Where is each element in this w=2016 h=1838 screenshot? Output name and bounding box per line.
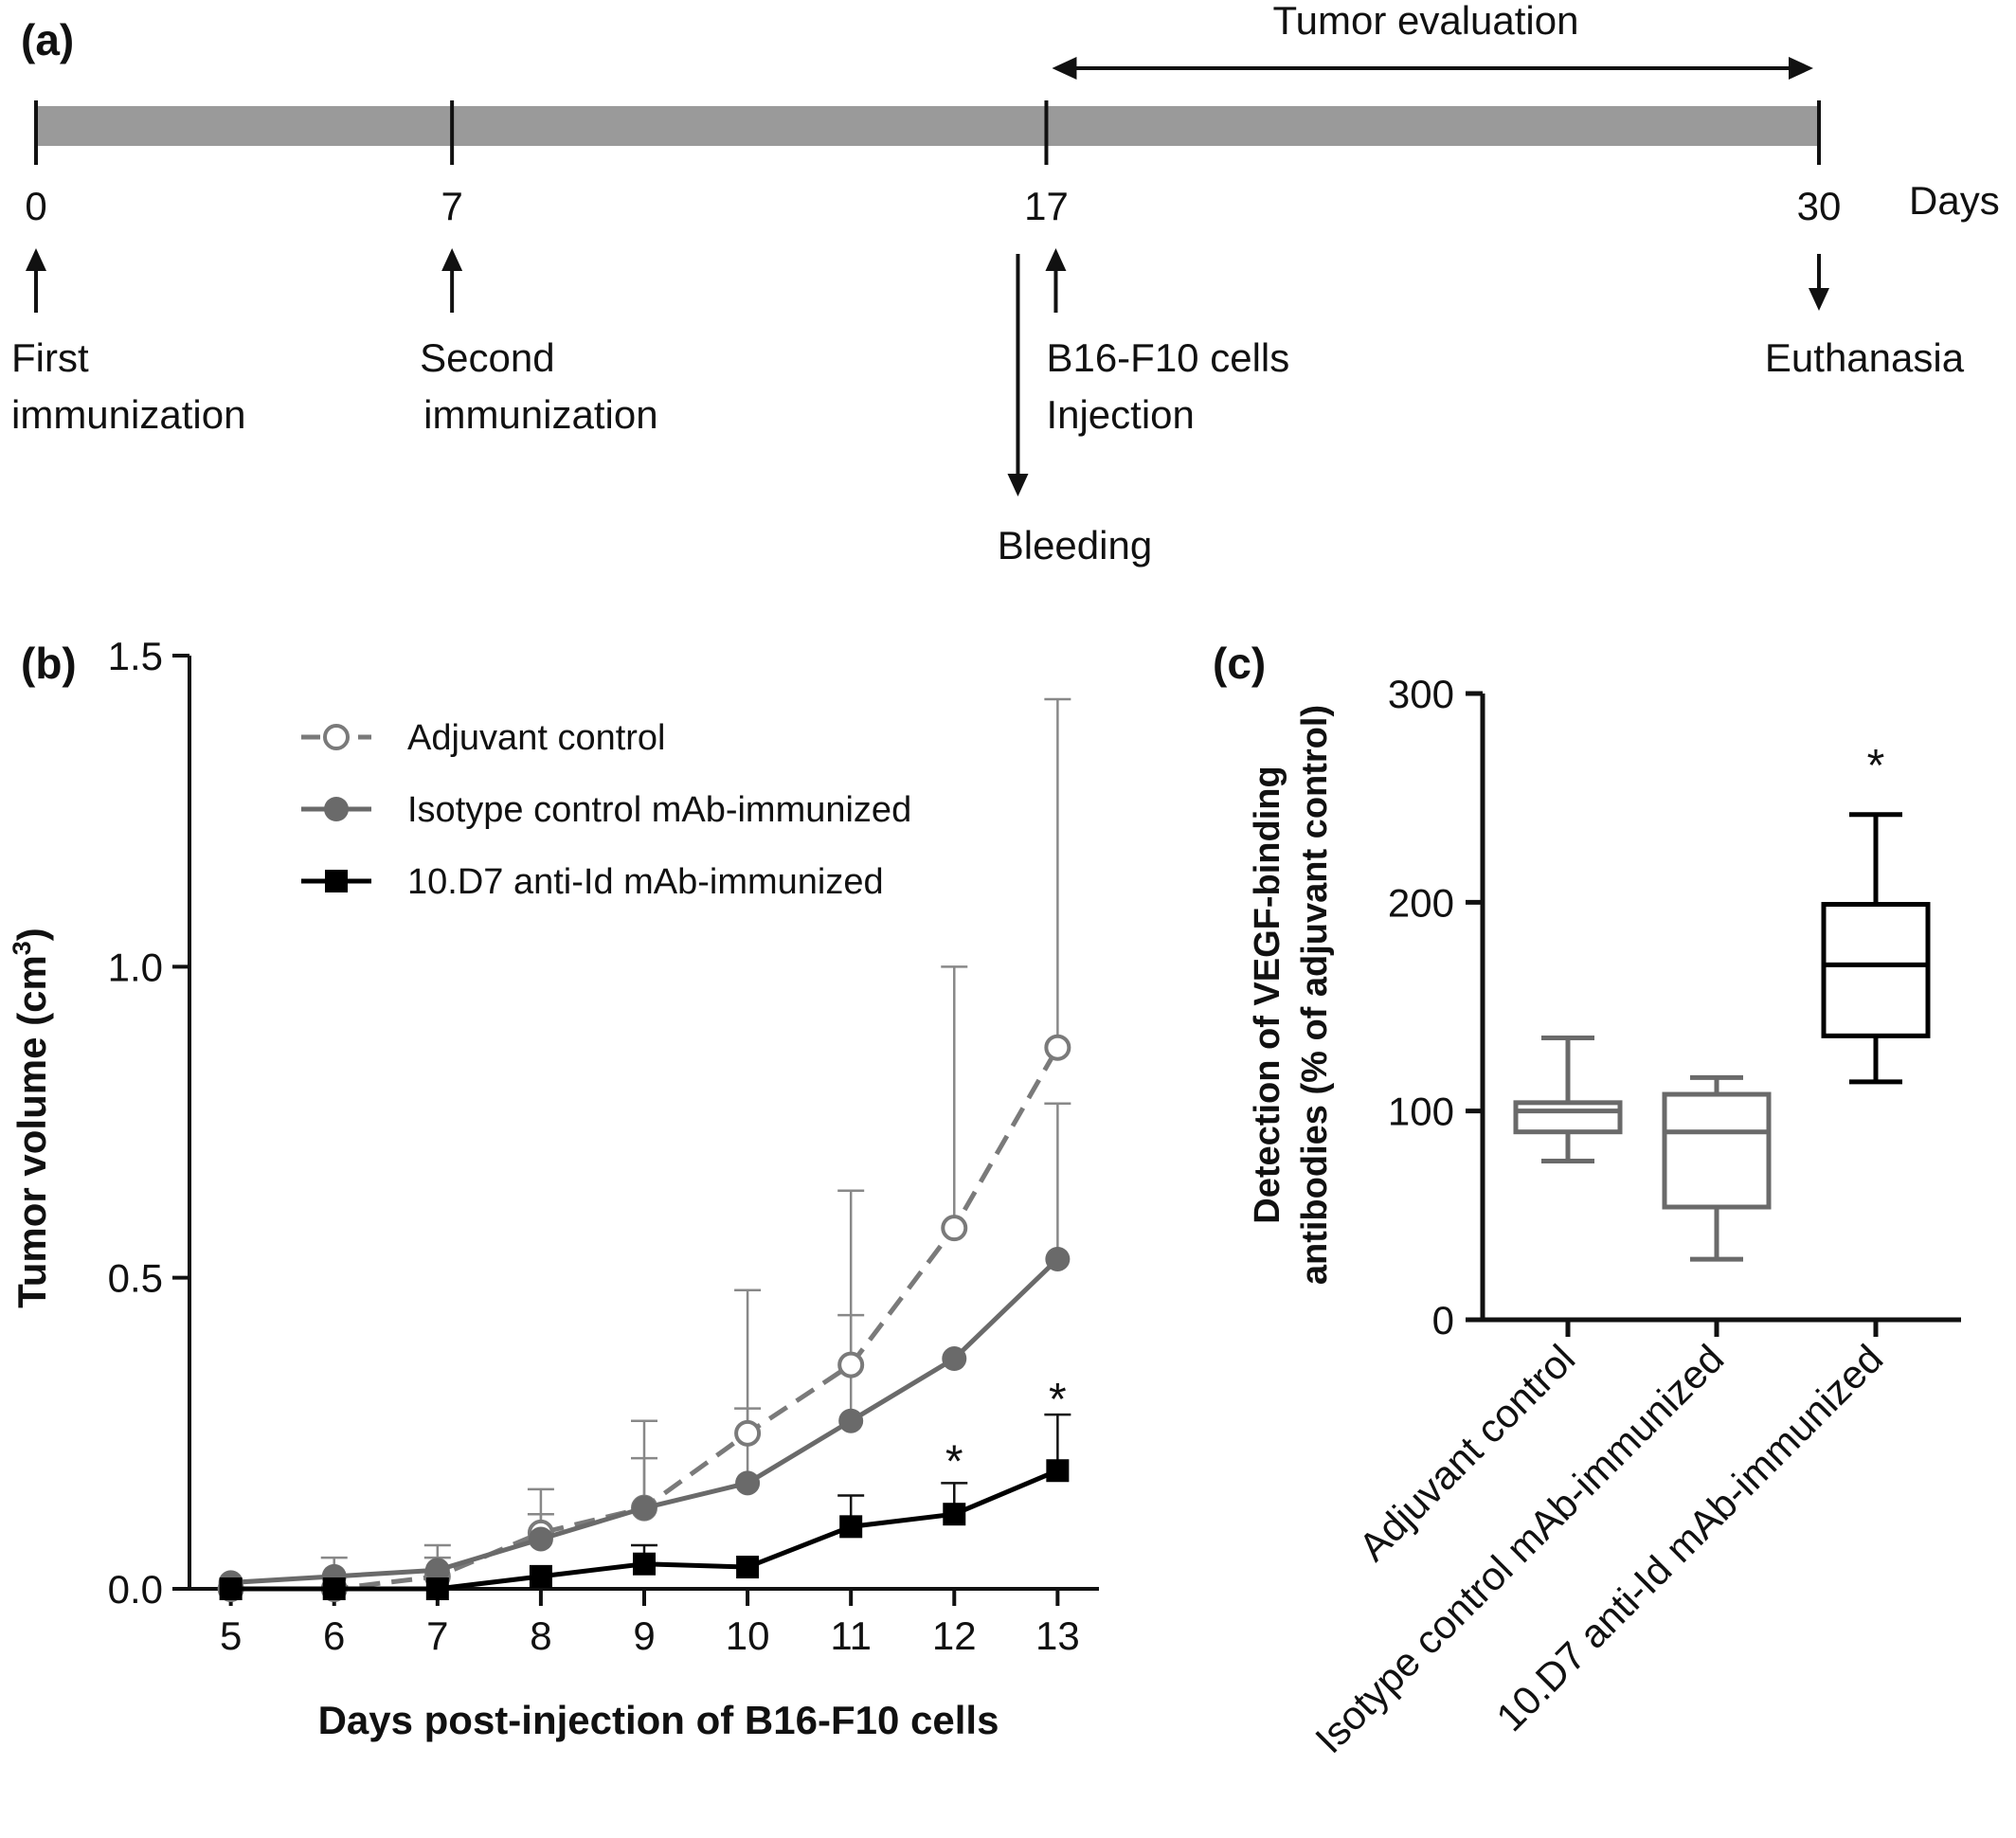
panel-b-x-tick-label: 10 bbox=[726, 1613, 770, 1658]
panel-b-y-tick-label: 1.5 bbox=[108, 634, 163, 678]
panel-b-x-tick-label: 12 bbox=[932, 1613, 977, 1658]
panel-b-x-axis-title: Days post-injection of B16-F10 cells bbox=[318, 1698, 999, 1742]
event-label-1-0: Second bbox=[420, 335, 554, 380]
series-point-2-2 bbox=[425, 1577, 449, 1600]
series-point-0-6 bbox=[837, 1351, 865, 1378]
series-point-1-5 bbox=[735, 1470, 761, 1496]
series-point-2-7 bbox=[943, 1503, 966, 1526]
panel-b-x-tick-label: 7 bbox=[426, 1613, 448, 1658]
panel-c-y-tick-label: 100 bbox=[1388, 1090, 1454, 1134]
event-label-0-0: First bbox=[11, 335, 89, 380]
series-point-2-0 bbox=[219, 1577, 243, 1600]
timeline-tick-label-17: 17 bbox=[1024, 184, 1069, 228]
timeline-bar bbox=[36, 106, 1819, 146]
series-point-1-2 bbox=[424, 1558, 450, 1583]
tumor-evaluation-arrowhead-left bbox=[1052, 57, 1077, 80]
series-point-1-8 bbox=[1045, 1246, 1071, 1271]
series-point-2-6 bbox=[839, 1515, 863, 1539]
series-point-2-5 bbox=[736, 1556, 760, 1579]
series-point-0-5 bbox=[734, 1419, 762, 1447]
tumor-evaluation-arrowhead-right bbox=[1789, 57, 1813, 80]
timeline-tick-label-0: 0 bbox=[25, 184, 46, 228]
event-label-3-0: Bleeding bbox=[998, 523, 1152, 568]
series-point-1-3 bbox=[528, 1526, 553, 1552]
panel-a-label: (a) bbox=[21, 15, 74, 64]
panel-b-x-tick-label: 8 bbox=[530, 1613, 551, 1658]
event-label-2-1: Injection bbox=[1046, 392, 1194, 437]
panel-c-y-tick-label: 200 bbox=[1388, 880, 1454, 925]
box-body-0 bbox=[1513, 1100, 1623, 1135]
panel-b-label: (b) bbox=[21, 639, 77, 688]
significance-star-0: * bbox=[945, 1437, 963, 1487]
event-label-4-0: Euthanasia bbox=[1765, 335, 1965, 380]
panel-b-series: ** bbox=[217, 697, 1071, 1602]
series-point-2-3 bbox=[529, 1564, 552, 1588]
panel-b-x-tick-label: 6 bbox=[323, 1613, 345, 1658]
panel-c-y-tick-label: 300 bbox=[1388, 672, 1454, 716]
legend-label-1: Isotype control mAb-immunized bbox=[407, 790, 911, 830]
event-label-0-1: immunization bbox=[11, 392, 245, 437]
event-label-1-1: immunization bbox=[423, 392, 657, 437]
panel-b-x-tick-label: 9 bbox=[633, 1613, 655, 1658]
panel-b-y-tick-label: 0.0 bbox=[108, 1567, 163, 1612]
panel-b-y-tick-label: 1.0 bbox=[108, 945, 163, 989]
days-unit-label: Days bbox=[1909, 178, 2000, 223]
significance-star-1: * bbox=[1049, 1375, 1067, 1425]
timeline: 0 7 17 30 First immunization Second immunizatio… bbox=[11, 57, 1965, 568]
panel-b-x-tick-label: 11 bbox=[830, 1613, 872, 1658]
timeline-tick-label-30: 30 bbox=[1797, 184, 1842, 228]
event-arrow-head-4 bbox=[1809, 288, 1829, 311]
panel-b-legend: Adjuvant control Isotype control mAb-immu… bbox=[301, 718, 911, 902]
legend-marker-1 bbox=[324, 797, 349, 821]
series-point-1-7 bbox=[942, 1346, 967, 1372]
series-point-2-4 bbox=[633, 1552, 656, 1576]
panel-c-y-axis-title-line2: antibodies (% of adjuvant control) bbox=[1295, 705, 1335, 1285]
panel-c-y-tick-label: 0 bbox=[1432, 1298, 1454, 1342]
panel-b-line-chart: (b) Days post-injection of B16-F10 cells… bbox=[8, 634, 1099, 1742]
panel-c-boxes: * bbox=[1513, 741, 1931, 1262]
panel-b-x-tick-label: 5 bbox=[220, 1613, 242, 1658]
panel-c-box-plot: (c) Detection of VEGF-binding antibodies… bbox=[1213, 639, 1961, 1761]
series-point-2-8 bbox=[1046, 1459, 1070, 1483]
series-point-1-6 bbox=[838, 1408, 864, 1433]
series-point-1-4 bbox=[632, 1495, 657, 1521]
series-point-0-8 bbox=[1044, 1034, 1071, 1061]
series-point-0-7 bbox=[941, 1215, 968, 1242]
legend-label-0: Adjuvant control bbox=[407, 718, 666, 758]
event-arrow-head-3 bbox=[1007, 474, 1029, 496]
tumor-evaluation-label: Tumor evaluation bbox=[1273, 0, 1579, 43]
panel-b-y-tick-label: 0.5 bbox=[108, 1256, 163, 1301]
event-label-2-0: B16-F10 cells bbox=[1046, 335, 1289, 380]
series-point-2-1 bbox=[322, 1577, 346, 1600]
panel-c-y-axis-title-line1: Detection of VEGF-binding bbox=[1248, 766, 1287, 1223]
panel-a-timeline: (a) Days Tumor evaluation 0 7 17 30 First imm… bbox=[11, 0, 2000, 568]
panel-b-y-axis-title: Tumor volume (cm3) bbox=[8, 928, 54, 1308]
panel-b-x-tick-label: 13 bbox=[1035, 1613, 1080, 1658]
box-body-2 bbox=[1821, 902, 1931, 1038]
timeline-tick-label-7: 7 bbox=[441, 184, 462, 228]
panel-c-label: (c) bbox=[1213, 639, 1266, 688]
legend-label-2: 10.D7 anti-Id mAb-immunized bbox=[407, 862, 884, 902]
legend-marker-0 bbox=[323, 724, 350, 750]
legend-marker-2 bbox=[325, 870, 348, 892]
event-arrow-head-2 bbox=[1045, 248, 1067, 271]
event-arrow-head-0 bbox=[26, 248, 46, 271]
event-arrow-head-1 bbox=[441, 248, 463, 271]
box-body-1 bbox=[1662, 1091, 1772, 1210]
panel-c-significance-star-0: * bbox=[1867, 741, 1885, 791]
